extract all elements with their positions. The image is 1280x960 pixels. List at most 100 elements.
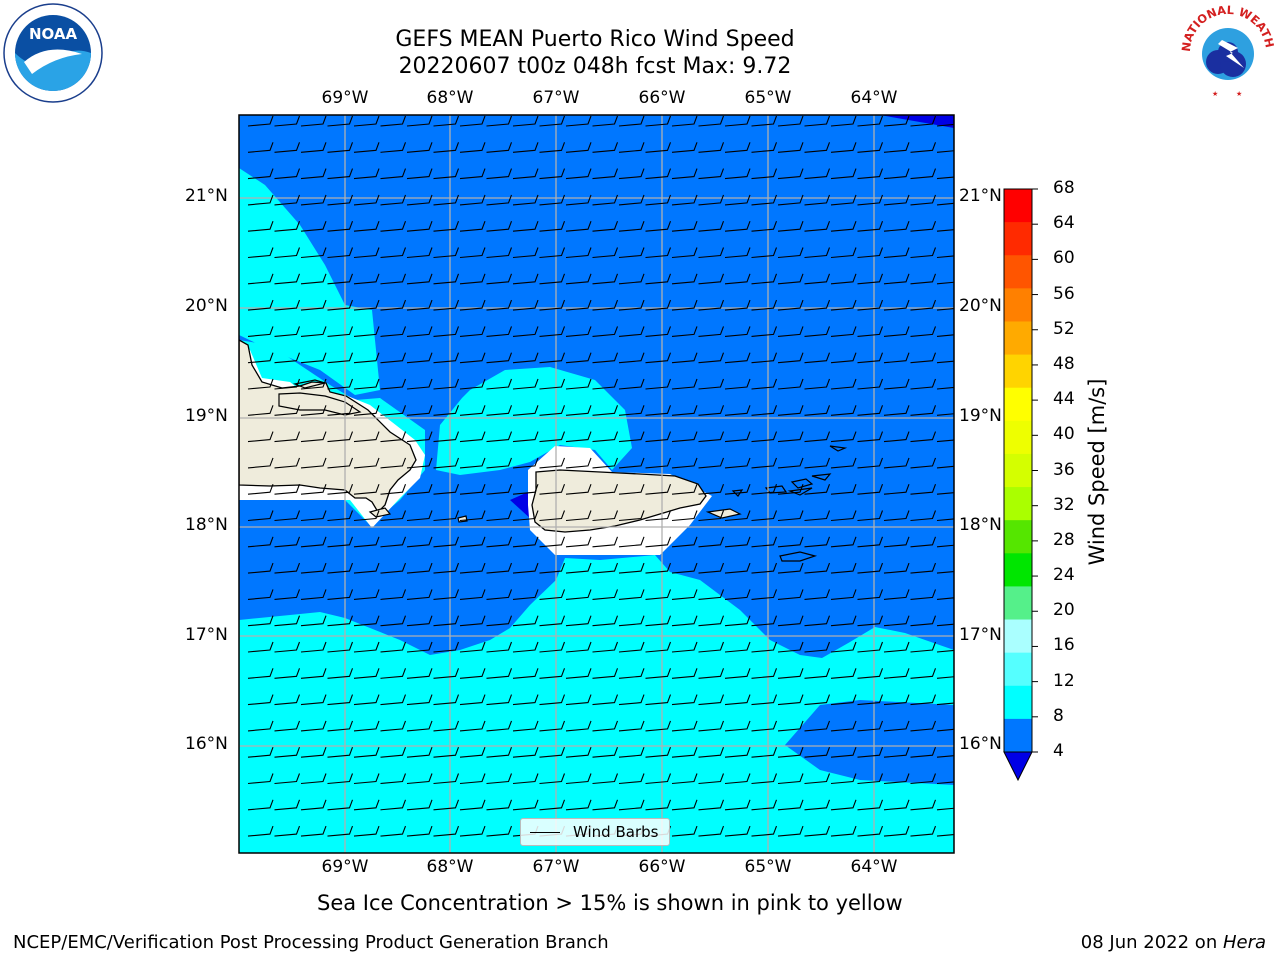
colorbar-swatch xyxy=(1004,652,1032,687)
wind-barb xyxy=(751,142,778,153)
wind-barb xyxy=(565,484,592,495)
wind-barb xyxy=(353,799,380,811)
wind-barb xyxy=(539,615,566,627)
wind-barb xyxy=(459,484,486,495)
wind-barb xyxy=(751,352,778,364)
wind-barb xyxy=(247,799,274,811)
wind-barb xyxy=(353,720,380,732)
wind-barb xyxy=(247,694,274,706)
wind-barb xyxy=(645,615,672,627)
wind-barb xyxy=(910,694,937,706)
colorbar-tick-label: 28 xyxy=(1053,529,1075,550)
wind-barb xyxy=(486,142,513,153)
wind-barb xyxy=(698,115,725,127)
wind-barb xyxy=(274,562,301,574)
wind-barb xyxy=(671,352,698,364)
wind-barb xyxy=(592,641,619,653)
wind-barb xyxy=(592,405,619,416)
wind-barb xyxy=(857,352,884,364)
wind-barb xyxy=(592,352,619,364)
wind-barb xyxy=(512,536,539,548)
lon-label-bottom: 64°W xyxy=(850,857,898,877)
wind-barb xyxy=(565,194,592,206)
lon-label-top: 67°W xyxy=(532,88,580,108)
wind-barb xyxy=(592,247,619,259)
wind-barb xyxy=(883,194,910,206)
wind-barb xyxy=(724,299,751,311)
wind-barb xyxy=(353,115,380,127)
wind-barb xyxy=(698,194,725,206)
wind-barb xyxy=(618,457,645,469)
wind-barb xyxy=(353,326,380,337)
wind-barb xyxy=(910,273,937,285)
wind-barb xyxy=(618,405,645,416)
wind-barb xyxy=(698,747,725,758)
wind-barbs xyxy=(247,115,954,837)
wind-barb xyxy=(433,194,460,206)
wind-barb xyxy=(353,536,380,548)
wind-barb xyxy=(247,405,274,416)
wind-barb xyxy=(592,694,619,706)
lat-label-left: 17°N xyxy=(185,625,228,645)
wind-barb xyxy=(618,694,645,706)
graticule xyxy=(239,115,954,853)
wind-barb xyxy=(857,720,884,732)
wind-barb xyxy=(512,194,539,206)
wind-barb xyxy=(724,747,751,758)
wind-barb xyxy=(910,484,937,495)
virgin-island xyxy=(811,473,832,481)
wind-barb xyxy=(406,484,433,495)
wind-barb xyxy=(830,378,857,390)
wind-barb xyxy=(751,799,778,811)
wind-barb xyxy=(724,247,751,259)
wind-barb xyxy=(565,378,592,390)
wind-barb xyxy=(300,668,327,679)
wind-barb xyxy=(777,142,804,153)
wind-barb xyxy=(406,694,433,706)
wind-barb xyxy=(247,431,274,443)
wind-barb xyxy=(724,510,751,522)
wind-barb xyxy=(671,484,698,495)
wind-barb xyxy=(751,115,778,127)
wind-barb xyxy=(830,273,857,285)
lon-label-bottom: 68°W xyxy=(426,857,474,877)
wind-barb xyxy=(804,273,831,285)
wind-barb xyxy=(936,386,954,390)
wind-barb xyxy=(565,168,592,180)
colorbar-tick-label: 20 xyxy=(1053,600,1075,621)
wind-barb xyxy=(883,641,910,653)
wind-barb xyxy=(883,773,910,785)
wind-barb xyxy=(565,115,592,127)
lon-label-bottom: 67°W xyxy=(532,857,580,877)
wind-barb xyxy=(300,194,327,206)
wind-barb xyxy=(486,720,513,732)
wind-barb xyxy=(380,326,407,337)
wind-barb xyxy=(724,799,751,811)
wind-barb xyxy=(724,352,751,364)
wind-barb xyxy=(486,825,513,837)
wind-barb xyxy=(910,457,937,469)
wind-barb xyxy=(751,221,778,232)
wind-barb xyxy=(671,668,698,679)
wind-barb xyxy=(274,115,301,127)
wind-barb xyxy=(936,597,954,600)
wind-barb xyxy=(486,405,513,416)
wind-barb xyxy=(671,799,698,811)
colorbar-tick-label: 8 xyxy=(1053,705,1064,726)
wind-barb xyxy=(512,378,539,390)
wind-barb xyxy=(565,431,592,443)
wind-barb xyxy=(618,142,645,153)
wind-barb xyxy=(857,747,884,758)
wind-barb xyxy=(777,221,804,232)
wind-barb xyxy=(300,273,327,285)
wind-barb xyxy=(539,536,566,548)
wind-barb xyxy=(300,799,327,811)
colorbar-tick-label: 32 xyxy=(1053,494,1075,515)
wind-barb xyxy=(618,326,645,337)
wind-barb xyxy=(539,431,566,443)
wind-barb xyxy=(936,413,954,416)
wind-barb xyxy=(274,405,301,416)
map-frame xyxy=(238,114,955,854)
wind-barb xyxy=(327,194,354,206)
wind-barb xyxy=(645,799,672,811)
